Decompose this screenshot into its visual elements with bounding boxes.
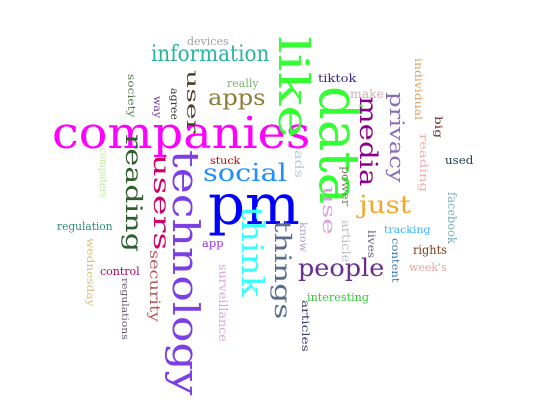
cloud-word-individual: individual <box>412 58 423 121</box>
cloud-word-just: just <box>359 191 411 219</box>
cloud-word-think: think <box>234 206 269 297</box>
cloud-word-facebook: facebook <box>445 192 459 244</box>
cloud-word-way: way <box>151 96 162 119</box>
cloud-word-people: people <box>298 254 385 282</box>
cloud-word-used: used <box>445 154 474 167</box>
cloud-word-stuck: stuck <box>210 156 241 167</box>
cloud-word-week-s: week's <box>409 261 447 274</box>
cloud-word-really: really <box>227 77 259 90</box>
cloud-word-user: user <box>183 70 202 134</box>
cloud-word-tiktok: tiktok <box>318 72 357 85</box>
cloud-word-power: power <box>339 166 352 206</box>
cloud-word-article: article <box>339 220 353 263</box>
cloud-word-articles: articles <box>299 300 310 352</box>
cloud-word-security: security <box>146 250 162 323</box>
cloud-word-media: media <box>354 96 382 187</box>
cloud-word-social: social <box>203 159 287 187</box>
cloud-word-surveillance: surveillance <box>216 264 230 342</box>
cloud-word-users: users <box>148 154 173 251</box>
cloud-word-information: information <box>151 42 270 67</box>
cloud-word-use: use <box>318 186 339 235</box>
cloud-word-apps: apps <box>208 86 266 111</box>
cloud-word-ads: ads <box>292 150 306 178</box>
cloud-word-tracking: tracking <box>384 225 431 236</box>
cloud-word-privacy: privacy <box>385 92 409 183</box>
cloud-word-make: make <box>350 87 384 101</box>
cloud-word-control: control <box>100 265 140 278</box>
cloud-word-regulation: regulation <box>57 220 113 233</box>
cloud-word-regulations: regulations <box>119 278 129 340</box>
cloud-word-app: app <box>202 237 224 250</box>
cloud-word-lives: lives <box>365 230 376 259</box>
cloud-word-agree: agree <box>168 88 179 120</box>
cloud-word-content: content <box>389 238 400 283</box>
cloud-word-like: like <box>269 36 318 139</box>
cloud-word-reading: reading <box>120 134 145 253</box>
cloud-word-rights: rights <box>413 243 447 257</box>
cloud-word-companies: companies <box>52 108 311 159</box>
cloud-word-interesting: interesting <box>307 291 370 304</box>
cloud-word-things: things <box>269 220 294 320</box>
cloud-word-know: know <box>297 222 308 253</box>
cloud-word-wednesday: wednesday <box>84 238 95 307</box>
cloud-word-society: society <box>125 74 136 118</box>
cloud-word-pm: pm <box>208 173 300 238</box>
cloud-word-big: big <box>432 116 443 139</box>
cloud-word-devices: devices <box>187 35 229 48</box>
cloud-word-reading: reading <box>417 134 430 193</box>
cloud-word-computers: computers <box>97 148 108 198</box>
